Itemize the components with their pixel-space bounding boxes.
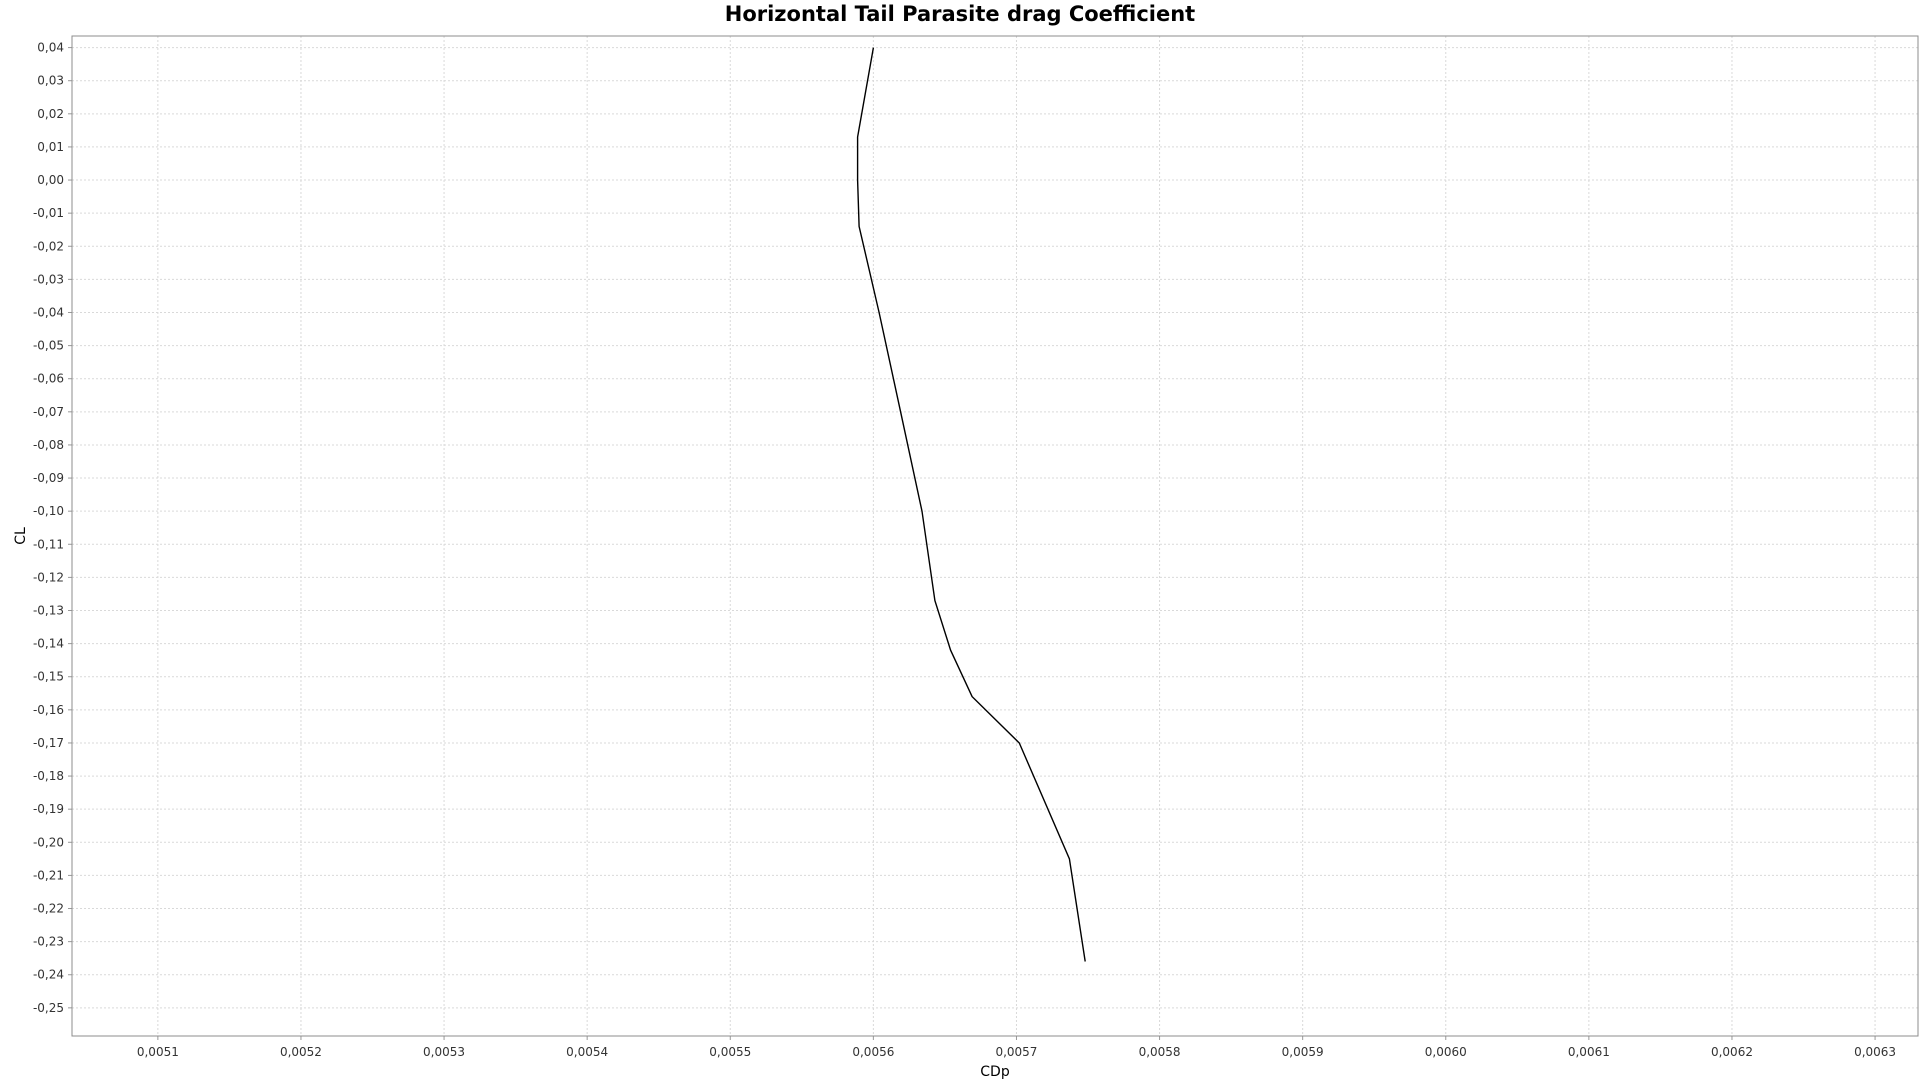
x-tick-label: 0,0056: [852, 1045, 894, 1059]
x-tick-label: 0,0055: [709, 1045, 751, 1059]
x-tick-label: 0,0058: [1139, 1045, 1181, 1059]
y-tick-label: -0,01: [33, 206, 64, 220]
y-tick-label: 0,03: [37, 74, 64, 88]
y-tick-label: -0,14: [33, 637, 64, 651]
y-axis-label: CL: [13, 527, 29, 545]
y-tick-label: -0,07: [33, 405, 64, 419]
y-tick-label: -0,12: [33, 570, 64, 584]
x-tick-label: 0,0051: [137, 1045, 179, 1059]
x-tick-label: 0,0057: [995, 1045, 1037, 1059]
y-tick-label: -0,10: [33, 504, 64, 518]
series-line: [856, 47, 1086, 962]
y-tick-label: -0,05: [33, 339, 64, 353]
x-tick-label: 0,0054: [566, 1045, 608, 1059]
x-tick-label: 0,0061: [1568, 1045, 1610, 1059]
y-tick-label: -0,16: [33, 703, 64, 717]
y-tick-label: -0,23: [33, 935, 64, 949]
y-tick-label: 0,00: [37, 173, 64, 187]
x-tick-label: 0,0063: [1854, 1045, 1896, 1059]
y-tick-label: -0,13: [33, 604, 64, 618]
y-tick-label: -0,08: [33, 438, 64, 452]
x-tick-label: 0,0062: [1711, 1045, 1753, 1059]
y-tick-label: -0,09: [33, 471, 64, 485]
y-tick-label: -0,03: [33, 272, 64, 286]
y-tick-label: -0,19: [33, 802, 64, 816]
y-tick-label: -0,20: [33, 835, 64, 849]
y-tick-label: 0,04: [37, 41, 64, 55]
plot-area: [72, 36, 1918, 1036]
x-axis-label: CDp: [980, 1064, 1010, 1080]
x-tick-label: 0,0059: [1282, 1045, 1324, 1059]
y-tick-label: -0,15: [33, 670, 64, 684]
y-tick-label: -0,06: [33, 372, 64, 386]
x-tick-label: 0,0053: [423, 1045, 465, 1059]
y-tick-label: -0,21: [33, 868, 64, 882]
x-tick-label: 0,0060: [1425, 1045, 1467, 1059]
plot-border: [71, 35, 1919, 1037]
x-tick-label: 0,0052: [280, 1045, 322, 1059]
y-tick-label: -0,18: [33, 769, 64, 783]
y-tick-label: -0,04: [33, 305, 64, 319]
y-tick-label: -0,02: [33, 239, 64, 253]
y-tick-label: -0,25: [33, 1001, 64, 1015]
y-tick-label: -0,24: [33, 968, 64, 982]
y-tick-label: -0,11: [33, 537, 64, 551]
y-tick-label: 0,02: [37, 107, 64, 121]
y-tick-label: -0,17: [33, 736, 64, 750]
y-tick-label: 0,01: [37, 140, 64, 154]
chart-title: Horizontal Tail Parasite drag Coefficien…: [724, 2, 1196, 26]
y-tick-label: -0,22: [33, 902, 64, 916]
